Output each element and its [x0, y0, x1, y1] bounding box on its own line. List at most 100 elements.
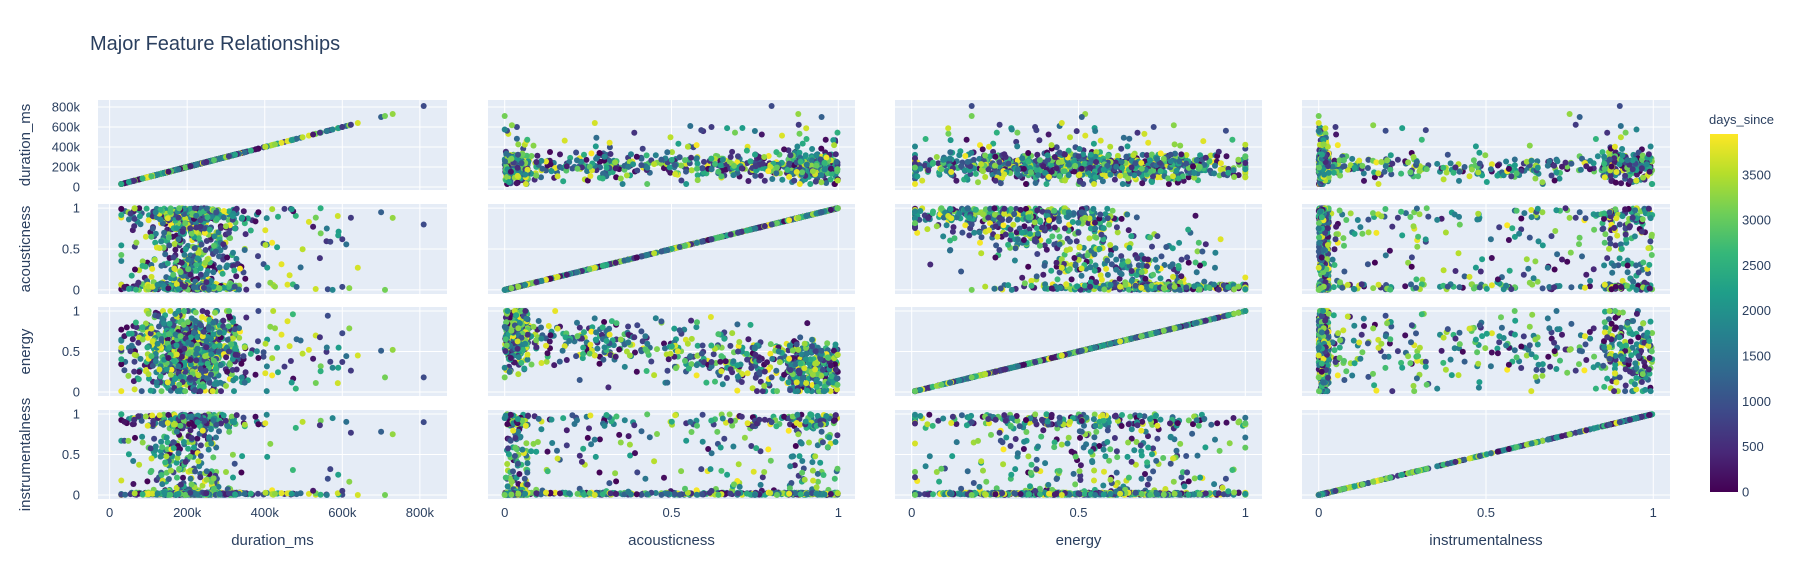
data-point[interactable] — [148, 273, 155, 280]
data-point[interactable] — [644, 164, 651, 171]
data-point[interactable] — [1150, 124, 1157, 130]
data-point[interactable] — [1078, 165, 1085, 172]
data-point[interactable] — [765, 153, 772, 159]
data-point[interactable] — [779, 132, 785, 139]
data-point[interactable] — [200, 284, 207, 291]
data-point[interactable] — [1629, 166, 1636, 173]
data-point[interactable] — [213, 216, 220, 222]
data-point[interactable] — [757, 172, 764, 179]
data-point[interactable] — [912, 181, 918, 187]
data-point[interactable] — [1607, 172, 1614, 179]
data-point[interactable] — [187, 225, 194, 232]
data-point[interactable] — [787, 152, 794, 159]
data-point[interactable] — [165, 234, 172, 241]
data-point[interactable] — [1032, 124, 1039, 130]
data-point[interactable] — [821, 159, 828, 166]
data-point[interactable] — [1001, 151, 1008, 158]
data-point[interactable] — [139, 258, 146, 265]
data-point[interactable] — [339, 124, 346, 130]
data-point[interactable] — [519, 151, 526, 158]
data-point[interactable] — [752, 163, 759, 170]
data-point[interactable] — [813, 162, 820, 169]
data-point[interactable] — [802, 152, 809, 159]
data-point[interactable] — [1511, 156, 1518, 163]
data-point[interactable] — [211, 242, 217, 249]
data-point[interactable] — [156, 245, 163, 252]
data-point[interactable] — [1165, 181, 1172, 187]
data-point[interactable] — [1556, 175, 1563, 182]
data-point[interactable] — [1470, 157, 1477, 164]
data-point[interactable] — [389, 111, 396, 117]
data-point[interactable] — [1407, 169, 1414, 176]
data-point[interactable] — [1072, 162, 1079, 169]
data-point[interactable] — [935, 160, 942, 167]
data-point[interactable] — [1092, 174, 1099, 181]
data-point[interactable] — [773, 170, 780, 177]
data-point[interactable] — [1443, 169, 1450, 176]
data-point[interactable] — [799, 140, 806, 147]
data-point[interactable] — [774, 164, 780, 171]
data-point[interactable] — [203, 279, 210, 286]
data-point[interactable] — [255, 282, 262, 289]
data-point[interactable] — [823, 154, 830, 161]
data-point[interactable] — [726, 158, 733, 165]
data-point[interactable] — [1331, 157, 1338, 164]
data-point[interactable] — [148, 173, 155, 180]
data-point[interactable] — [534, 152, 541, 159]
data-point[interactable] — [514, 172, 521, 179]
data-point[interactable] — [1225, 169, 1232, 176]
data-point[interactable] — [1532, 175, 1539, 182]
data-point[interactable] — [1201, 161, 1208, 168]
data-point[interactable] — [1167, 158, 1174, 165]
data-point[interactable] — [1149, 179, 1155, 185]
data-point[interactable] — [127, 210, 134, 217]
data-point[interactable] — [1534, 164, 1541, 171]
data-point[interactable] — [1025, 150, 1032, 156]
data-point[interactable] — [630, 161, 637, 168]
data-point[interactable] — [574, 165, 581, 172]
data-point[interactable] — [1130, 152, 1137, 159]
data-point[interactable] — [1170, 122, 1177, 129]
data-point[interactable] — [1035, 172, 1041, 179]
data-point[interactable] — [1315, 120, 1322, 126]
data-point[interactable] — [210, 283, 217, 290]
data-point[interactable] — [1107, 143, 1114, 150]
data-point[interactable] — [599, 175, 606, 182]
data-point[interactable] — [1544, 162, 1551, 169]
data-point[interactable] — [712, 161, 718, 167]
data-point[interactable] — [543, 158, 549, 165]
data-point[interactable] — [216, 285, 223, 292]
data-point[interactable] — [1500, 172, 1507, 179]
data-point[interactable] — [1526, 142, 1533, 149]
data-point[interactable] — [1113, 163, 1120, 170]
data-point[interactable] — [284, 281, 291, 288]
data-point[interactable] — [195, 250, 202, 257]
data-point[interactable] — [1087, 151, 1094, 158]
data-point[interactable] — [1048, 168, 1055, 175]
data-point[interactable] — [591, 120, 598, 126]
data-point[interactable] — [1034, 151, 1041, 158]
data-point[interactable] — [121, 284, 128, 290]
data-point[interactable] — [818, 172, 825, 179]
data-point[interactable] — [347, 121, 354, 128]
data-point[interactable] — [1647, 143, 1654, 150]
data-point[interactable] — [513, 180, 520, 187]
data-point[interactable] — [1440, 164, 1447, 171]
data-point[interactable] — [946, 155, 953, 162]
data-point[interactable] — [964, 158, 971, 165]
data-point[interactable] — [1223, 153, 1230, 160]
data-point[interactable] — [312, 286, 319, 292]
data-point[interactable] — [1629, 157, 1636, 164]
data-point[interactable] — [1145, 139, 1152, 146]
data-point[interactable] — [601, 153, 608, 160]
data-point[interactable] — [1180, 177, 1187, 184]
data-point[interactable] — [1055, 159, 1062, 166]
data-point[interactable] — [612, 165, 619, 172]
data-point[interactable] — [821, 166, 828, 173]
data-point[interactable] — [1138, 165, 1145, 172]
data-point[interactable] — [1551, 162, 1558, 169]
data-point[interactable] — [1222, 127, 1229, 134]
data-point[interactable] — [1092, 128, 1099, 134]
data-point[interactable] — [237, 265, 243, 272]
data-point[interactable] — [182, 246, 189, 253]
